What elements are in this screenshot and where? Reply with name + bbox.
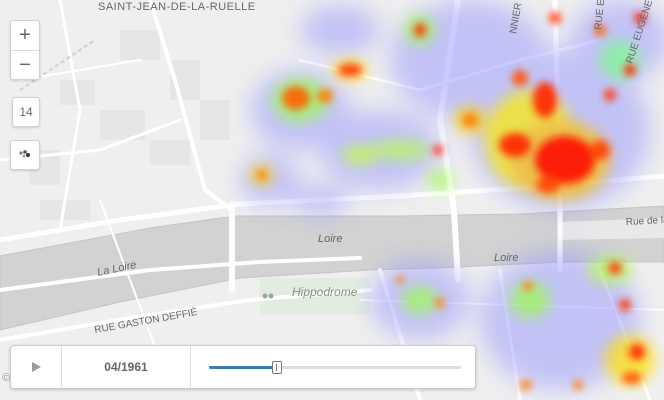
- zoom-out-button[interactable]: −: [11, 50, 39, 80]
- play-button[interactable]: [11, 346, 62, 388]
- slider-track[interactable]: [209, 361, 461, 374]
- heatmap-high: [257, 12, 646, 390]
- label-street-nnier: NNIER: [508, 2, 524, 35]
- zoom-control: + −: [10, 20, 40, 80]
- timeline-slider[interactable]: [191, 346, 475, 388]
- slider-handle[interactable]: [272, 361, 283, 374]
- slider-fill: [209, 366, 278, 369]
- label-neighborhood: SAINT-JEAN-DE-LA-RUELLE: [98, 1, 256, 13]
- map-attribution: ©: [2, 372, 11, 384]
- label-hippodrome: Hippodrome: [292, 285, 358, 299]
- river-island: [560, 218, 664, 240]
- buildings: [30, 30, 230, 220]
- label-river-loire-1: Loire: [318, 233, 342, 245]
- railway: [19, 39, 96, 91]
- label-street-e: RUE E: [593, 0, 607, 30]
- play-icon: [32, 362, 41, 372]
- timeline-control: 04/1961: [10, 345, 476, 389]
- label-street-loire: Rue de la Loire: [626, 213, 664, 228]
- label-river-loire-2: Loire: [494, 252, 518, 264]
- zoom-in-button[interactable]: +: [19, 24, 31, 46]
- heatmap-layer-button[interactable]: [10, 140, 40, 170]
- timeline-date: 04/1961: [62, 346, 191, 388]
- heatmap-points-icon: [19, 150, 30, 158]
- zoom-level-indicator: 14: [12, 97, 40, 127]
- hippodrome-icon: [262, 293, 274, 299]
